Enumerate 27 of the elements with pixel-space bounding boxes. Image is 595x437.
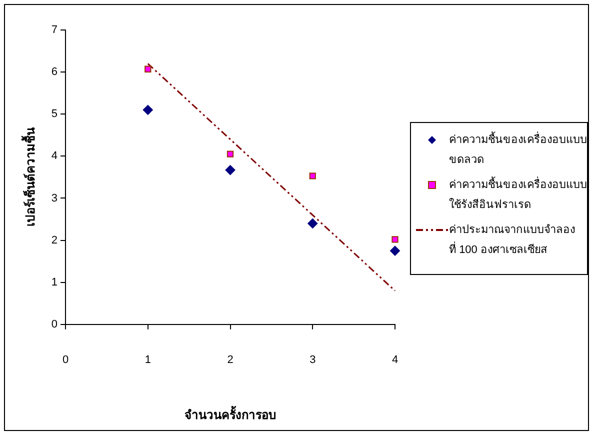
legend-label: ค่าความชื้นของเครื่องอบแบบ ขดลวด <box>449 134 587 166</box>
point <box>144 66 152 72</box>
x-tick-label: 2 <box>227 354 234 366</box>
y-tick-label: 0 <box>51 318 58 330</box>
point <box>309 172 316 180</box>
y-tick-label: 3 <box>51 192 58 204</box>
x-tick-label: 1 <box>144 354 151 366</box>
y-tick-label: 6 <box>51 66 58 78</box>
point <box>308 218 318 228</box>
y-axis-title: เปอร์เซ็นต์ความชื้น <box>20 126 38 227</box>
legend-label: ค่าความชื้นของเครื่องอบแบบ ใช้รังสีอินฟราเรด <box>449 179 587 211</box>
x-tick-label: 3 <box>310 354 316 366</box>
point <box>142 104 153 115</box>
point <box>225 165 236 176</box>
x-axis-title: จำนวนครั้งการอบ <box>184 405 276 422</box>
y-tick-label: 4 <box>51 150 58 162</box>
point <box>392 236 398 243</box>
legend-label: ค่าประมาณจากแบบจำลอง ที่ 100 องศาเซลเซียส <box>449 224 575 256</box>
point <box>226 150 234 158</box>
y-tick-label: 7 <box>51 24 58 36</box>
x-tick-label: 0 <box>62 354 69 366</box>
y-tick-label: 1 <box>51 276 58 288</box>
line-series <box>147 62 396 292</box>
x-tick-label: 4 <box>392 354 398 366</box>
y-tick-label: 5 <box>51 108 58 120</box>
y-tick-label: 2 <box>51 234 58 246</box>
point <box>390 246 400 256</box>
